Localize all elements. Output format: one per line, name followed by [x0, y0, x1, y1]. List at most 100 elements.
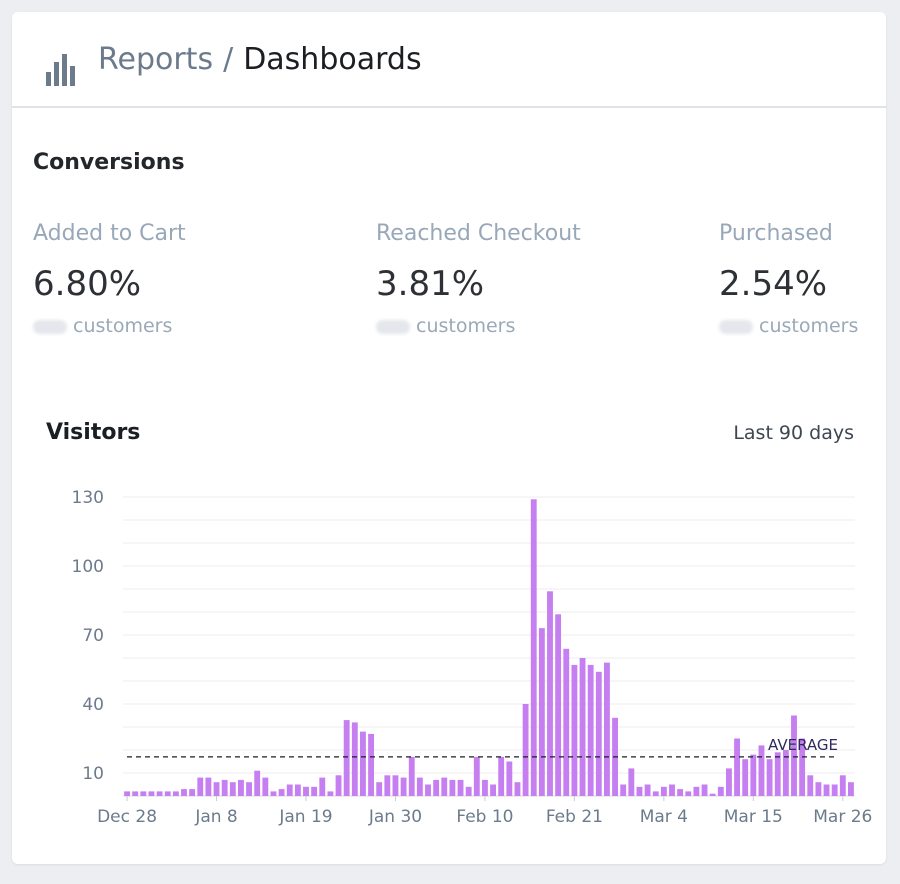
visitor-bar	[172, 791, 179, 796]
redacted-count	[719, 319, 753, 334]
visitor-bar	[530, 499, 537, 796]
x-tick-label: Mar 26	[813, 807, 872, 827]
y-tick-label: 100	[72, 557, 104, 577]
metric-added-to-cart: Added to Cart 6.80% customers	[33, 218, 186, 340]
y-tick-label: 70	[82, 626, 104, 646]
visitor-bar	[579, 658, 586, 796]
visitor-bar	[197, 777, 204, 796]
visitor-bar	[742, 759, 749, 796]
visitor-bar	[547, 591, 553, 796]
visitor-bar	[416, 777, 423, 796]
visitors-bar-chart: 10 40 70 100 130 Dec 28 Jan 8 Jan 19 Jan 30 Feb 1…	[72, 488, 873, 827]
visitor-bar	[425, 784, 431, 796]
visitor-bar	[490, 784, 496, 796]
dashboard-card: Reports / Dashboards Conversions Added to …	[12, 12, 886, 864]
metric-label: Reached Checkout	[376, 221, 581, 246]
visitor-bar	[181, 789, 187, 796]
metric-sub-label: customers	[759, 315, 859, 337]
metric-customers: customers	[33, 312, 186, 340]
visitors-title: Visitors	[46, 420, 141, 445]
visitor-bar	[636, 786, 643, 796]
visitor-bar	[205, 777, 212, 796]
average-label: AVERAGE	[768, 736, 838, 754]
visitor-bar	[124, 791, 130, 796]
metric-label: Added to Cart	[33, 221, 186, 246]
visitor-bar	[140, 791, 147, 796]
visitor-bar	[709, 793, 716, 796]
visitor-bar	[433, 779, 440, 796]
visitor-bar	[457, 779, 464, 796]
visitor-bar	[807, 775, 814, 796]
visitor-bar	[189, 789, 196, 796]
visitor-bar	[319, 777, 326, 796]
visitor-bar	[758, 745, 765, 796]
visitor-bar	[482, 779, 488, 796]
metric-value: 3.81%	[376, 264, 485, 304]
visitor-bar	[294, 784, 301, 796]
x-tick-label: Feb 21	[546, 807, 603, 827]
visitor-bar	[498, 756, 505, 796]
visitor-bar	[465, 786, 472, 796]
visitor-bar	[701, 784, 708, 796]
visitor-bar	[335, 775, 342, 796]
visitor-bar	[726, 768, 732, 796]
visitor-bar	[848, 782, 854, 796]
y-tick-label: 40	[82, 695, 104, 715]
redacted-count	[376, 319, 410, 334]
breadcrumb-reports-link[interactable]: Reports	[98, 42, 214, 77]
metric-customers: customers	[719, 312, 858, 340]
visitor-bar	[132, 791, 139, 796]
x-tick-label: Jan 19	[278, 807, 332, 827]
metric-purchased: Purchased 2.54% customers	[719, 218, 858, 340]
visitor-bar	[270, 791, 277, 796]
visitor-bar	[815, 782, 822, 796]
visitor-bar	[652, 791, 659, 796]
visitor-bar	[368, 733, 374, 796]
date-range-label[interactable]: Last 90 days	[733, 422, 854, 444]
visitor-bar	[685, 791, 692, 796]
visitor-bar	[408, 756, 415, 796]
visitor-bar	[799, 738, 806, 796]
metric-label: Purchased	[719, 221, 833, 246]
breadcrumb: Reports / Dashboards	[98, 40, 422, 80]
visitor-bar	[327, 791, 334, 796]
x-tick-label: Jan 8	[194, 807, 237, 827]
visitor-bar	[311, 786, 318, 796]
visitor-bar	[351, 722, 358, 796]
visitor-bar	[750, 754, 757, 796]
visitor-bar	[400, 777, 407, 796]
metric-reached-checkout: Reached Checkout 3.81% customers	[376, 218, 581, 340]
visitor-bar	[246, 782, 252, 796]
visitor-bar	[782, 750, 789, 796]
y-tick-label: 130	[72, 488, 104, 508]
x-tick-label: Feb 10	[456, 807, 513, 827]
visitor-bar	[766, 759, 773, 796]
metric-sub-label: customers	[73, 315, 173, 337]
visitor-bar	[254, 770, 261, 796]
metric-customers: customers	[376, 312, 581, 340]
visitor-bar	[148, 791, 155, 796]
visitor-bar	[262, 777, 269, 796]
visitor-bar	[823, 784, 830, 796]
visitor-bar	[522, 704, 529, 796]
visitor-bar	[677, 789, 684, 796]
visitor-bar	[555, 614, 562, 796]
x-tick-label: Dec 28	[97, 807, 157, 827]
visitor-bar	[229, 782, 236, 796]
visitor-bar	[376, 782, 383, 796]
visitor-bar	[587, 664, 594, 796]
visitor-bar	[669, 784, 675, 796]
conversions-title: Conversions	[33, 150, 185, 175]
visitor-bar	[595, 671, 602, 796]
visitor-bar	[514, 782, 521, 796]
visitor-bar	[571, 664, 578, 796]
visitor-bar	[644, 784, 651, 796]
visitor-bar	[620, 784, 627, 796]
metric-value: 2.54%	[719, 264, 828, 304]
visitor-bar	[449, 779, 456, 796]
visitor-bar	[221, 779, 228, 796]
visitor-bar	[628, 768, 635, 796]
visitor-bar	[473, 756, 480, 796]
visitor-bar	[278, 789, 285, 796]
visitor-bar	[213, 782, 220, 796]
